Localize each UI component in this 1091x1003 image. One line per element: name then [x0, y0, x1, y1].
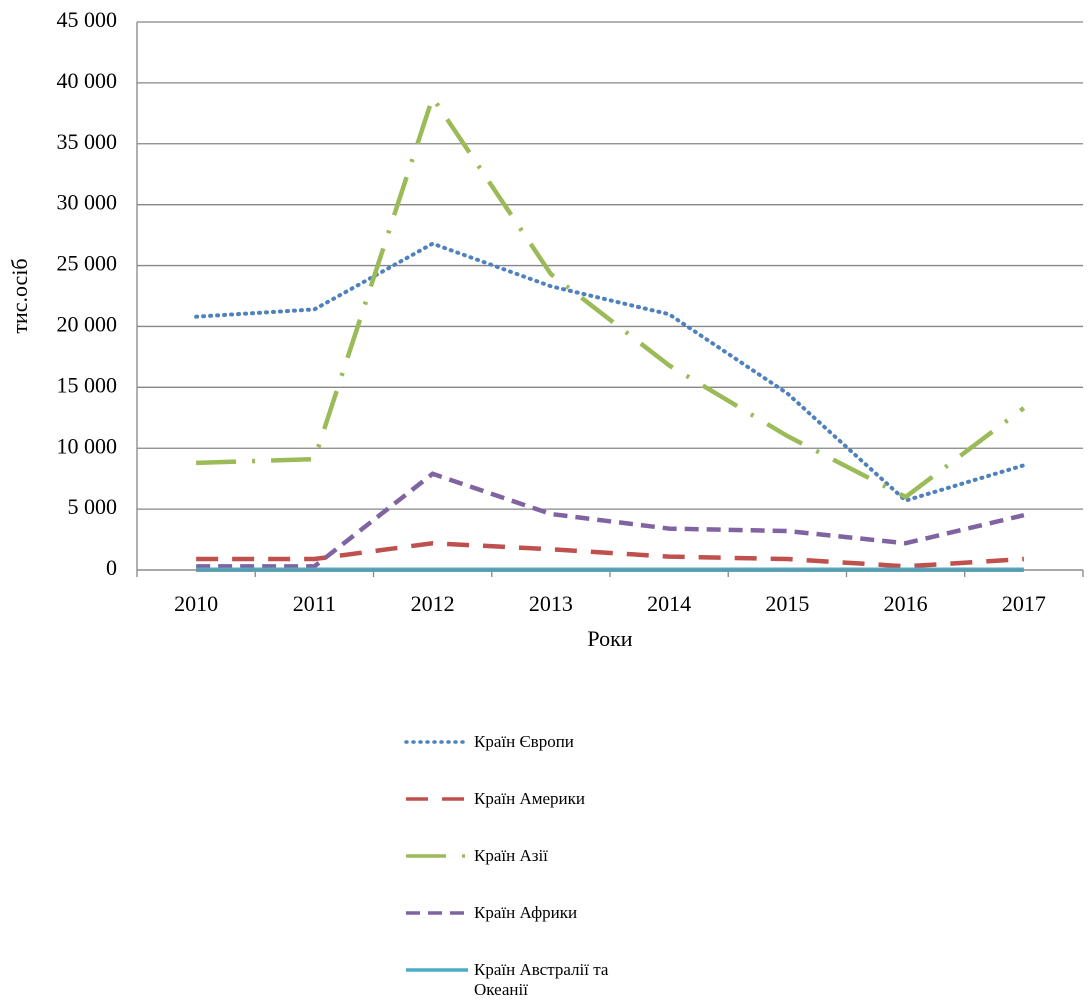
series-line [196, 540, 1025, 569]
y-tick-label: 45 000 [57, 7, 118, 32]
y-tick-label: 40 000 [57, 68, 118, 93]
chart: тис.осіб Роки 0 5 000 10 000 15 000 20 000 25… [7, 7, 1084, 651]
y-tick-label: 35 000 [57, 129, 118, 154]
y-tick-label: 30 000 [57, 190, 118, 215]
legend-label: Країн Африки [474, 903, 578, 922]
legend-swatch [406, 968, 468, 972]
legend-swatch [406, 797, 468, 801]
x-tick-label: 2012 [411, 591, 455, 616]
series-line [196, 92, 1026, 500]
y-tick-label: 20 000 [57, 311, 118, 336]
series-line [196, 471, 1025, 569]
x-tick-label: 2011 [293, 591, 336, 616]
legend-swatch [406, 911, 468, 915]
x-tick-label: 2014 [647, 591, 691, 616]
y-tick-label: 25 000 [57, 251, 118, 276]
y-tick-label: 15 000 [57, 372, 118, 397]
y-tick-label: 0 [106, 555, 117, 580]
x-axis-title: Роки [587, 626, 632, 651]
x-tick-label: 2016 [884, 591, 928, 616]
x-tick-label: 2015 [765, 591, 809, 616]
y-tick-label: 10 000 [57, 433, 118, 458]
y-tick-label: 5 000 [68, 494, 118, 519]
legend-label: Країн Австралії та Океанії [474, 960, 609, 999]
x-tick-label: 2013 [529, 591, 573, 616]
x-tick-label: 2017 [1002, 591, 1046, 616]
legend-label: Країн Європи [474, 732, 574, 751]
series-line [194, 241, 1026, 503]
legend-label: Країн Азії [474, 846, 548, 865]
y-axis-title: тис.осіб [7, 258, 32, 333]
legend-swatch [406, 854, 468, 858]
legend-label: Країн Америки [474, 789, 585, 808]
x-tick-label: 2010 [174, 591, 218, 616]
legend-swatch [404, 740, 470, 744]
